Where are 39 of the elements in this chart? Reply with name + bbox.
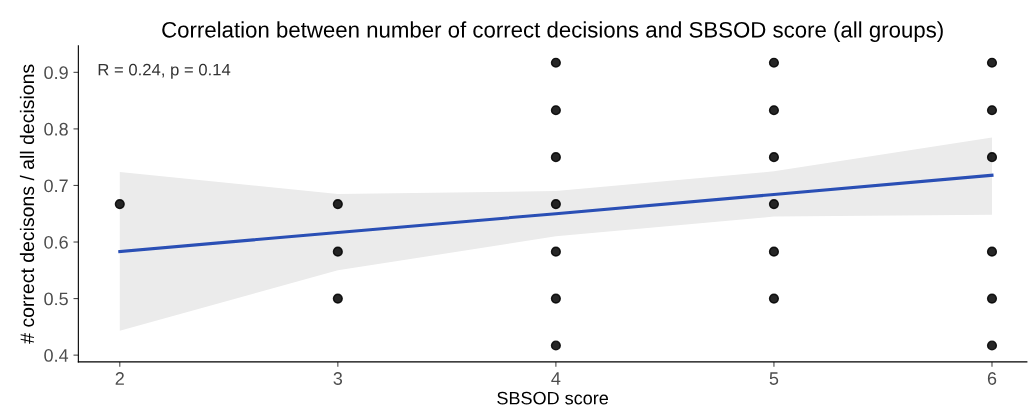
point	[986, 293, 998, 304]
chart-title: Correlation between number of correct decisions and SBSOD score (all groups)	[162, 21, 943, 43]
y-tick-label: 0.5	[44, 292, 68, 306]
point	[550, 57, 561, 68]
x-tick-label: 4	[551, 372, 561, 385]
point	[768, 246, 780, 257]
point	[550, 199, 561, 210]
point	[550, 340, 561, 351]
point	[986, 246, 998, 257]
point	[986, 57, 998, 68]
point	[550, 293, 561, 304]
point	[332, 293, 343, 304]
point	[768, 105, 780, 116]
point	[332, 246, 343, 257]
point	[768, 293, 780, 304]
annotation: R = 0.24, p = 0.14	[98, 63, 231, 79]
x-tick-label: 6	[987, 372, 997, 385]
y-tick-label: 0.7	[44, 179, 68, 193]
point	[986, 105, 998, 116]
point	[550, 105, 561, 116]
point	[332, 199, 343, 210]
point	[114, 199, 125, 210]
point	[550, 152, 561, 163]
y-axis-title: # correct decisons / all decisions	[19, 64, 35, 344]
y-tick-label: 0.8	[44, 122, 68, 136]
point	[986, 152, 998, 163]
point	[768, 152, 780, 163]
y-tick-label: 0.9	[44, 66, 68, 80]
x-tick-label: 5	[769, 372, 779, 385]
point	[550, 246, 561, 257]
point	[768, 57, 780, 68]
x-tick-label: 3	[333, 372, 343, 385]
x-tick-label: 2	[115, 372, 124, 385]
line-series	[118, 173, 994, 254]
y-tick-label: 0.6	[44, 235, 68, 249]
x-axis-title: SBSOD score	[497, 391, 608, 405]
point	[768, 199, 780, 210]
point	[986, 340, 998, 351]
y-tick-label: 0.4	[44, 349, 69, 362]
